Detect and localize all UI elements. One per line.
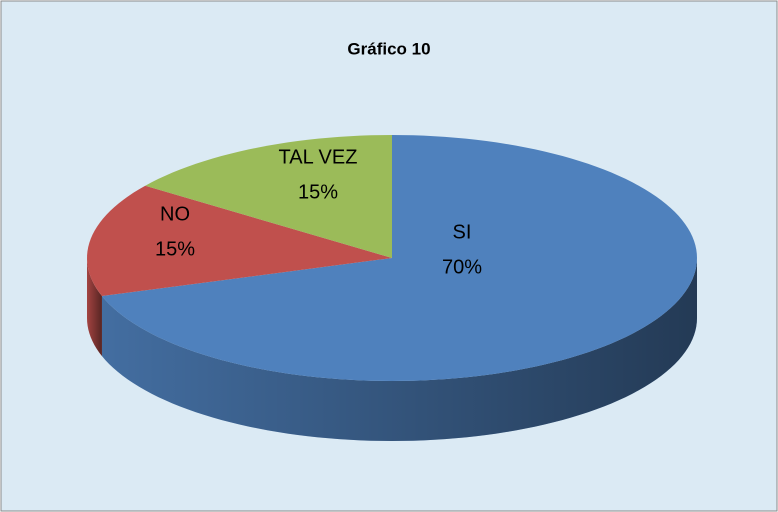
slice-value-label: 15% <box>298 181 338 203</box>
pie-slice <box>145 135 392 258</box>
slice-value-label: 70% <box>442 256 482 278</box>
slice-label: TAL VEZ <box>279 146 358 168</box>
slice-label: NO <box>160 203 190 225</box>
pie-slice <box>87 185 392 297</box>
slice-value-label: 15% <box>155 238 195 260</box>
pie-side-shade <box>101 258 698 441</box>
slice-label: SI <box>453 221 472 243</box>
pie-side-shade <box>87 258 102 357</box>
pie-slice <box>101 135 698 381</box>
chart-title: Gráfico 10 <box>347 39 430 58</box>
